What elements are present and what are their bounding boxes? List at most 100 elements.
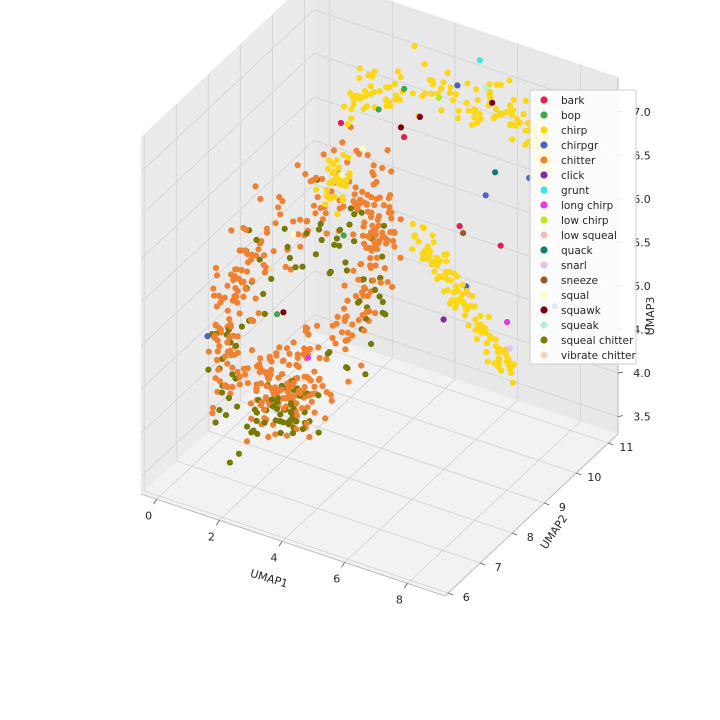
point-chirp [492,336,499,343]
point-chitter [306,392,313,399]
point-chirp [350,96,357,103]
point-squeal-chitter [292,264,299,271]
legend: bark bop chirp chirpgr chitter click grunt long… [529,89,637,365]
point-chitter [247,400,255,407]
point-chitter [216,378,223,385]
y-tick-mark [480,562,486,566]
grid-line-y [303,0,609,444]
point-chirp [438,85,445,92]
grid-line-z [140,96,619,260]
point-chirp [325,157,332,164]
point-chirp [493,81,500,88]
x-axis-label: UMAP1 [249,567,290,591]
legend-marker-quack [540,246,548,254]
point-chitter [242,226,250,233]
point-chirp [340,103,348,110]
point-chirp [503,358,511,365]
point-chitter [355,317,362,324]
point-chitter [272,220,279,227]
point-chitter [352,293,359,300]
point-chitter [294,354,301,362]
point-squeal-chitter [270,403,277,410]
point-chitter [214,388,221,395]
point-chirp [386,84,393,91]
point-chirp [348,106,355,113]
point-chitter [248,347,256,354]
point-squawk [489,99,496,106]
x-tick-label: 2 [208,530,215,543]
point-chitter [260,261,267,269]
point-chirp [344,121,351,128]
point-chitter [305,331,312,338]
point-chirp [426,76,433,83]
point-chitter [352,184,359,191]
point-chitter [330,147,337,154]
point-chitter [389,237,397,245]
point-chirp [409,220,416,227]
point-chitter [332,340,339,347]
point-chitter [243,268,251,275]
legend-label-sneeze: sneeze [561,275,598,287]
point-chirp [483,340,490,347]
point-chitter [311,368,318,375]
legend-label-bark: bark [561,95,585,107]
point-chirp [415,238,422,245]
point-chitter [253,387,260,395]
point-chitter [389,283,396,291]
point-chirp [428,90,435,97]
point-chitter [303,420,310,427]
point-chitter [213,303,220,310]
point-chitter [385,195,392,202]
grid-line-y [175,104,481,564]
point-chirp [443,251,450,258]
point-chitter [307,377,314,384]
point-squeal-chitter [371,286,379,293]
point-squeal-chitter [382,311,389,318]
point-chirp [522,97,529,104]
point-chirp [474,96,481,104]
point-squawk [397,124,405,131]
point-chirp [454,114,461,122]
point-squeal-chitter [229,371,236,378]
point-chitter [229,383,236,390]
point-chitter [227,323,234,330]
point-chitter [228,271,235,278]
point-chitter [371,201,378,209]
point-squeal-chitter [277,418,284,425]
point-chitter [229,297,236,304]
point-chitter [379,164,386,172]
point-squeal-chitter [380,222,388,229]
point-chirp [421,61,428,68]
point-chitter [341,305,348,312]
point-chitter [282,263,289,270]
point-chirpgr [454,82,461,89]
point-chirp [452,91,459,98]
point-chitter [301,384,308,391]
point-chitter [363,244,370,252]
point-chirp [455,107,462,114]
point-chirp [348,115,355,122]
point-chirp [491,360,498,367]
y-tick-mark [448,592,454,596]
point-chitter [310,202,317,209]
point-chirp [446,89,453,96]
point-squal [360,145,367,152]
point-chirp [419,250,426,257]
point-chirp [430,239,437,246]
point-chitter [370,162,377,169]
point-chitter [258,238,265,245]
y-tick-mark [608,442,614,446]
point-squeal-chitter [379,253,386,260]
point-chitter [360,223,367,230]
point-chitter [224,339,231,346]
z-axis-label: UMAP3 [644,297,657,336]
point-chitter [252,183,259,190]
point-chitter [213,272,221,279]
point-chitter [327,391,334,399]
point-chirp [365,72,372,79]
point-chitter [253,381,260,388]
point-chirp [393,92,400,99]
point-chirp [506,77,513,84]
point-squeal-chitter [284,243,291,250]
